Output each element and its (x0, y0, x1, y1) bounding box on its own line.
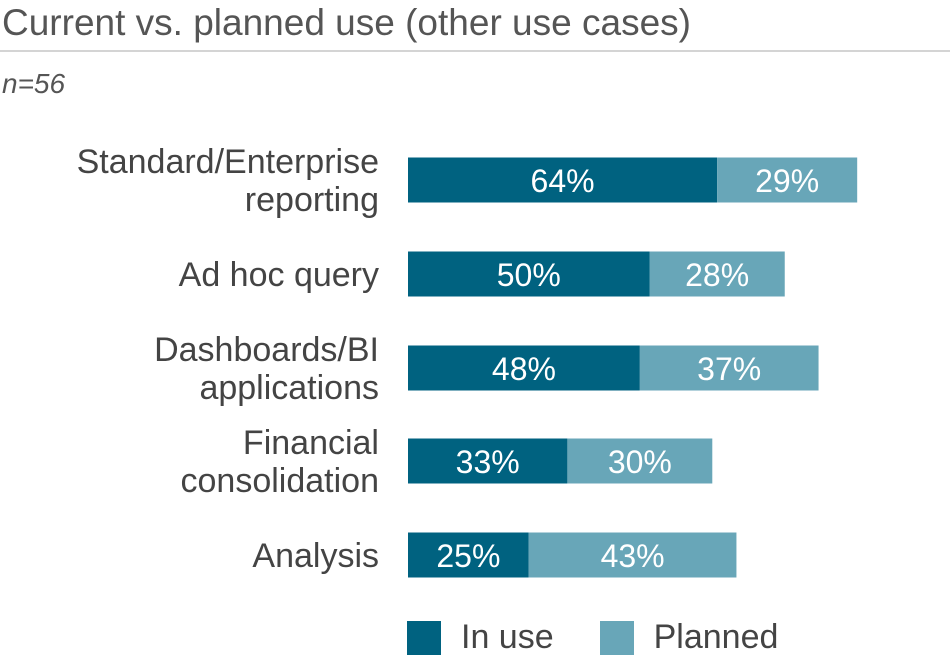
data-label: 29% (755, 163, 819, 199)
data-label: 43% (601, 538, 665, 574)
category-label: Dashboards/BI applications (154, 331, 379, 407)
bar-planned (567, 438, 713, 484)
category-label: Analysis (252, 537, 379, 575)
category-label: Standard/Enterprise reporting (77, 143, 379, 219)
legend-item-in-use: In use (407, 618, 554, 657)
data-label: 28% (685, 257, 749, 293)
data-label: 30% (608, 444, 672, 480)
bar-in-use (408, 251, 650, 297)
bar-in-use (408, 532, 529, 578)
bar-planned (717, 157, 858, 203)
bar-planned (649, 251, 785, 297)
legend-label-planned: Planned (653, 618, 779, 656)
bar-planned (528, 532, 737, 578)
data-label: 50% (497, 257, 561, 293)
data-label: 48% (492, 351, 556, 387)
chart-legend: In use Planned (407, 618, 824, 657)
category-label: Ad hoc query (179, 256, 379, 294)
category-label: Financial consolidation (181, 424, 379, 500)
bar-in-use (408, 157, 718, 203)
legend-item-planned: Planned (599, 618, 779, 657)
chart-title: Current vs. planned use (other use cases… (2, 2, 691, 43)
legend-swatch-in-use (407, 620, 441, 655)
data-label: 25% (436, 538, 500, 574)
legend-label-in-use: In use (461, 618, 554, 656)
legend-swatch-planned (599, 620, 634, 655)
title-divider (0, 50, 950, 52)
data-label: 37% (697, 351, 761, 387)
bar-chart: Standard/Enterprise reporting 64% 29% Ad hoc… (77, 143, 858, 578)
bar-planned (639, 345, 819, 391)
bar-in-use (408, 345, 640, 391)
data-label: 33% (456, 444, 520, 480)
sample-size: n=56 (2, 68, 66, 99)
bar-in-use (408, 438, 568, 484)
data-label: 64% (531, 163, 595, 199)
